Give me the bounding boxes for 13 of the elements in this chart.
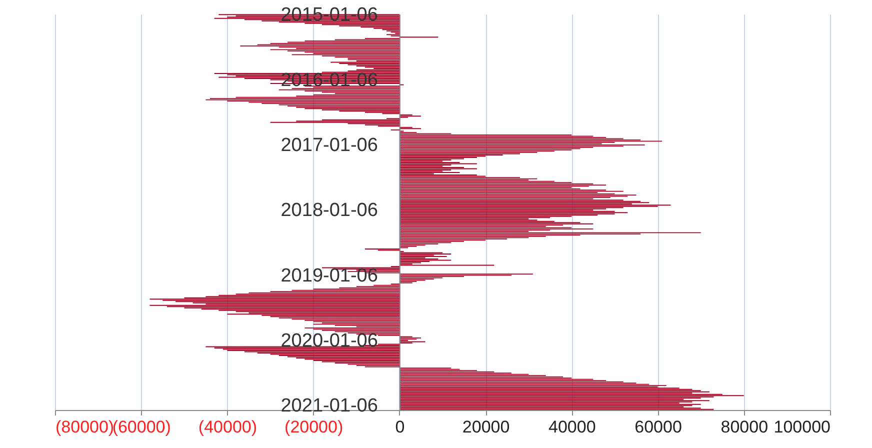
y-tick-label: 2019-01-06	[280, 265, 378, 286]
x-tick-label: 40000	[548, 418, 596, 436]
x-tick-label: 0	[395, 418, 405, 436]
x-tick-label: 20000	[462, 418, 510, 436]
x-tick-label: (80000)	[56, 418, 114, 436]
y-tick-label: 2018-01-06	[280, 200, 378, 222]
x-tick-label: (40000)	[198, 418, 258, 436]
x-tick-label: 60000	[634, 418, 682, 436]
x-tick-label: 100000	[774, 418, 830, 436]
y-tick-label: 2017-01-06	[280, 134, 378, 156]
x-tick-label: (20000)	[284, 418, 344, 436]
x-tick-label: 80000	[720, 418, 768, 436]
x-tick-label: (60000)	[112, 418, 171, 436]
